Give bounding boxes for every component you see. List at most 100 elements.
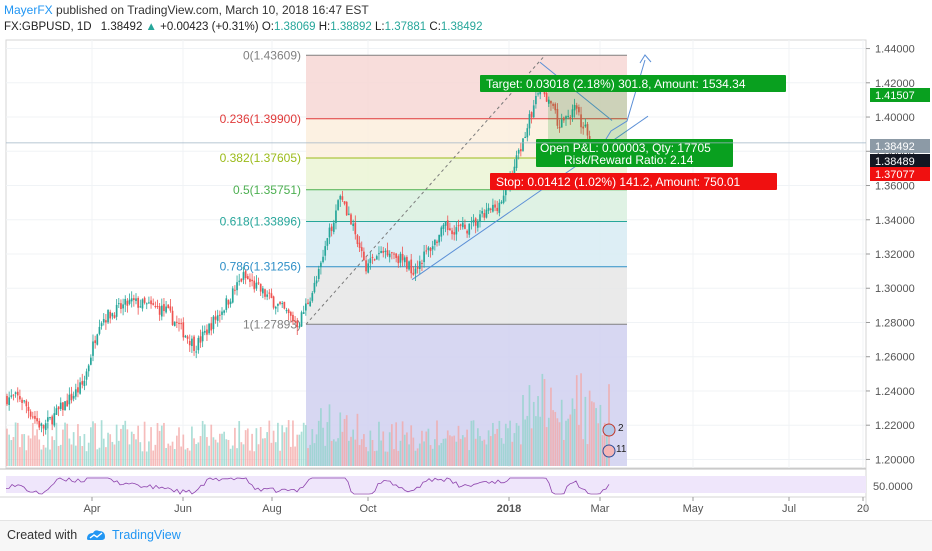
volume-bar xyxy=(143,421,146,466)
price-chart[interactable]: 0(1.43609) 0.236(1.39900) 0.382(1.37605) 0.… xyxy=(0,0,932,520)
volume-bar xyxy=(569,414,572,466)
volume-bar xyxy=(257,444,260,466)
volume-bar xyxy=(502,443,505,466)
candle-body xyxy=(470,221,473,223)
candle-body xyxy=(59,402,62,409)
candle-body xyxy=(219,314,221,316)
volume-bar xyxy=(23,434,26,466)
volume-bar xyxy=(34,435,36,466)
candle-body xyxy=(221,311,223,315)
oscillator-band xyxy=(6,476,866,493)
candle-body xyxy=(535,95,537,105)
candle-body xyxy=(74,389,77,397)
candle-body xyxy=(57,406,60,410)
volume-bar xyxy=(580,373,582,466)
volume-bar xyxy=(29,438,32,466)
candle-body xyxy=(328,227,331,238)
volume-bar xyxy=(79,436,81,466)
volume-bar xyxy=(593,402,595,466)
price-tick-label: 1.32000 xyxy=(875,249,915,261)
volume-bar xyxy=(186,447,189,466)
candle-body xyxy=(412,272,415,275)
candle-body xyxy=(438,234,440,243)
candle-body xyxy=(128,299,131,304)
candle-body xyxy=(62,402,64,411)
candle-body xyxy=(225,298,228,310)
candle-body xyxy=(81,381,84,385)
volume-bar xyxy=(575,375,578,466)
volume-bar xyxy=(375,450,378,466)
candle-body xyxy=(257,282,260,284)
candle-body xyxy=(384,250,387,252)
candle-body xyxy=(350,214,352,225)
volume-bar xyxy=(565,420,567,466)
candle-body xyxy=(360,247,363,252)
volume-bar xyxy=(365,447,367,466)
candle-body xyxy=(504,187,507,196)
candle-body xyxy=(176,321,178,323)
candle-body xyxy=(169,306,172,311)
volume-bar xyxy=(199,436,202,466)
candle-body xyxy=(145,303,148,305)
volume-bar xyxy=(511,441,514,466)
tradingview-link[interactable]: TradingView xyxy=(112,528,181,542)
volume-bar xyxy=(231,445,234,466)
price-tick-label: 1.28000 xyxy=(875,317,915,329)
candle-body xyxy=(264,289,266,297)
candle-body xyxy=(167,304,170,308)
volume-bar xyxy=(326,422,329,466)
volume-bar xyxy=(322,427,324,466)
candle-body xyxy=(461,222,464,228)
volume-bar xyxy=(165,447,167,466)
volume-bar xyxy=(238,421,241,466)
fib-level-label: 0.5(1.35751) xyxy=(233,183,301,197)
volume-bar xyxy=(554,411,557,466)
volume-bar xyxy=(253,451,256,466)
candle-body xyxy=(289,312,292,316)
candle-body xyxy=(195,351,198,353)
candle-body xyxy=(382,250,385,253)
candle-body xyxy=(216,315,219,321)
volume-bar xyxy=(38,439,41,466)
candle-body xyxy=(268,292,271,294)
candle-body xyxy=(180,323,182,325)
volume-bar xyxy=(124,420,127,466)
volume-bar xyxy=(16,422,19,466)
candle-body xyxy=(115,304,118,317)
candle-body xyxy=(109,311,112,319)
volume-bar xyxy=(294,446,296,466)
fib-level-label: 0.382(1.37605) xyxy=(220,151,301,165)
author-link[interactable]: MayerFX xyxy=(4,3,53,17)
candle-body xyxy=(513,166,516,177)
candle-body xyxy=(173,321,176,327)
volume-bar xyxy=(528,385,531,466)
candle-body xyxy=(545,92,548,102)
volume-bar xyxy=(57,445,60,466)
volume-bar xyxy=(128,444,131,466)
volume-bar xyxy=(573,408,576,466)
volume-bar xyxy=(588,390,591,466)
volume-bar xyxy=(10,440,13,466)
volume-bar xyxy=(98,447,101,466)
volume-bar xyxy=(412,437,415,466)
candle-body xyxy=(348,213,350,215)
candle-body xyxy=(236,282,238,291)
volume-bar xyxy=(386,451,389,466)
volume-bar xyxy=(191,426,193,466)
candle-body xyxy=(122,304,124,309)
volume-bar xyxy=(244,430,247,466)
candle-body xyxy=(47,417,49,422)
volume-bar xyxy=(87,442,90,466)
volume-bar xyxy=(92,421,94,466)
volume-bar xyxy=(464,437,466,466)
candle-body xyxy=(442,224,445,229)
candle-body xyxy=(212,316,215,330)
volume-bar xyxy=(305,425,307,466)
volume-bar xyxy=(251,433,253,466)
candle-body xyxy=(479,214,481,222)
volume-bar xyxy=(558,422,561,466)
volume-bar xyxy=(427,428,430,466)
time-tick-label: 2018 xyxy=(497,503,521,515)
candle-body xyxy=(83,380,86,387)
volume-bar xyxy=(307,448,309,466)
